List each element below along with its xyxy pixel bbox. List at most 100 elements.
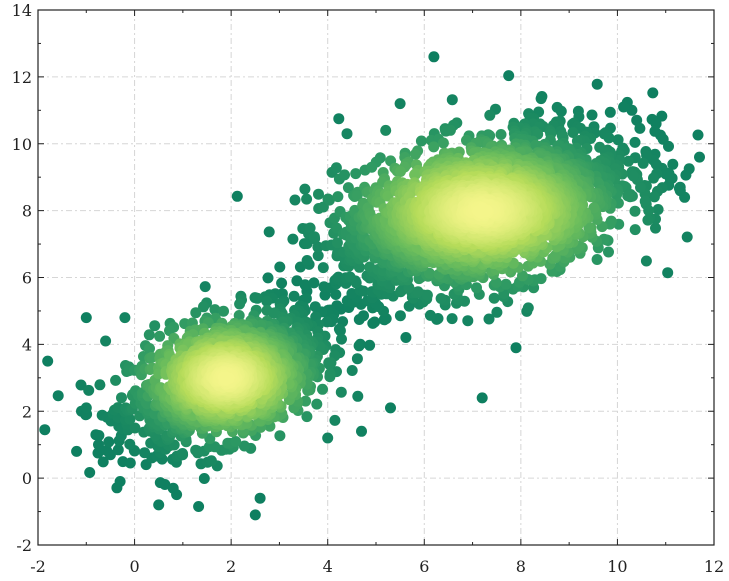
y-tick-labels: -2 0 2 4 6 8 10 12 14: [12, 1, 32, 555]
scatter-point: [300, 395, 312, 407]
x-tick-label: 12: [704, 557, 724, 576]
scatter-point: [146, 351, 158, 363]
scatter-point: [350, 168, 362, 180]
scatter-point: [364, 339, 376, 351]
scatter-point: [230, 436, 242, 447]
scatter-point: [650, 222, 661, 234]
scatter-point: [333, 113, 345, 125]
scatter-point: [428, 51, 440, 63]
scatter-point: [317, 383, 328, 395]
scatter-point: [308, 277, 320, 289]
scatter-point: [483, 313, 495, 325]
y-tick-label: 12: [12, 68, 32, 87]
x-tick-label: 10: [607, 557, 627, 576]
scatter-point: [263, 226, 275, 238]
scatter-point: [331, 237, 343, 249]
scatter-point: [583, 222, 595, 234]
scatter-point: [522, 302, 534, 314]
scatter-point: [311, 398, 323, 410]
scatter-point: [495, 129, 507, 140]
scatter-point: [476, 204, 488, 216]
scatter-point: [588, 202, 600, 214]
scatter-point: [312, 250, 324, 262]
scatter-point: [304, 222, 316, 234]
scatter-point: [71, 445, 83, 457]
scatter-point: [366, 161, 378, 173]
scatter-point: [503, 70, 515, 82]
scatter-point: [323, 357, 335, 369]
scatter-point: [500, 278, 512, 290]
scatter-point: [591, 254, 603, 265]
scatter-point: [254, 492, 266, 504]
scatter-point: [129, 422, 141, 434]
y-tick-label: 0: [22, 469, 32, 488]
x-tick-label: 6: [419, 557, 429, 576]
scatter-point: [84, 467, 96, 478]
scatter-point: [660, 168, 672, 180]
scatter-point: [299, 279, 311, 291]
scatter-point: [287, 233, 299, 245]
scatter-point: [428, 141, 440, 153]
scatter-point: [251, 292, 263, 304]
scatter-point: [626, 104, 638, 116]
scatter-point: [491, 306, 503, 318]
scatter-point: [680, 169, 692, 181]
scatter-point: [667, 158, 679, 170]
scatter-point: [114, 476, 126, 487]
scatter-point: [308, 231, 320, 243]
scatter-point: [238, 440, 250, 452]
scatter-point: [415, 135, 427, 147]
y-tick-label: 4: [22, 335, 32, 354]
scatter-point: [446, 313, 458, 325]
scatter-point: [629, 224, 641, 236]
scatter-point: [353, 340, 365, 352]
x-tick-label: 0: [129, 557, 139, 576]
scatter-point: [603, 246, 614, 258]
scatter-point: [101, 445, 113, 456]
scatter-point: [332, 191, 344, 203]
scatter-point: [421, 289, 433, 301]
scatter-point: [364, 261, 376, 273]
scatter-point: [622, 155, 634, 167]
y-tick-label: 8: [22, 202, 32, 221]
scatter-point: [358, 285, 369, 297]
scatter-point: [39, 424, 51, 436]
scatter-point: [462, 315, 474, 327]
scatter-point: [510, 342, 522, 354]
y-tick-label: 6: [22, 269, 32, 288]
y-tick-label: 2: [22, 402, 32, 421]
scatter-point: [647, 87, 659, 99]
scatter-point: [567, 127, 579, 138]
scatter-point: [639, 195, 651, 207]
scatter-point: [648, 191, 660, 203]
x-tick-label: -2: [30, 557, 46, 576]
scatter-point: [321, 316, 333, 328]
scatter-point: [322, 432, 334, 444]
scatter-point: [435, 293, 447, 304]
scatter-point: [629, 136, 641, 148]
tick-layer: [37, 9, 715, 546]
scatter-point: [94, 379, 106, 391]
scatter-point: [394, 98, 406, 110]
scatter-point: [640, 255, 652, 267]
scatter-point: [153, 499, 165, 511]
scatter-point: [663, 140, 674, 152]
scatter-point: [409, 148, 421, 160]
x-tick-labels: -2 0 2 4 6 8 10 12: [30, 557, 724, 576]
scatter-point: [52, 390, 64, 402]
scatter-point: [312, 241, 324, 253]
scatter-point: [124, 457, 136, 469]
scatter-point: [205, 455, 217, 467]
scatter-point: [301, 411, 313, 423]
scatter-point: [351, 353, 363, 365]
x-tick-label: 2: [226, 557, 236, 576]
scatter-point: [209, 441, 221, 453]
scatter-point: [591, 78, 603, 90]
scatter-point: [119, 312, 131, 324]
scatter-point: [423, 267, 435, 279]
scatter-point: [198, 301, 209, 313]
scatter-point: [476, 392, 488, 404]
scatter-point: [262, 272, 274, 284]
scatter-point: [190, 307, 202, 319]
scatter-point: [274, 261, 286, 273]
